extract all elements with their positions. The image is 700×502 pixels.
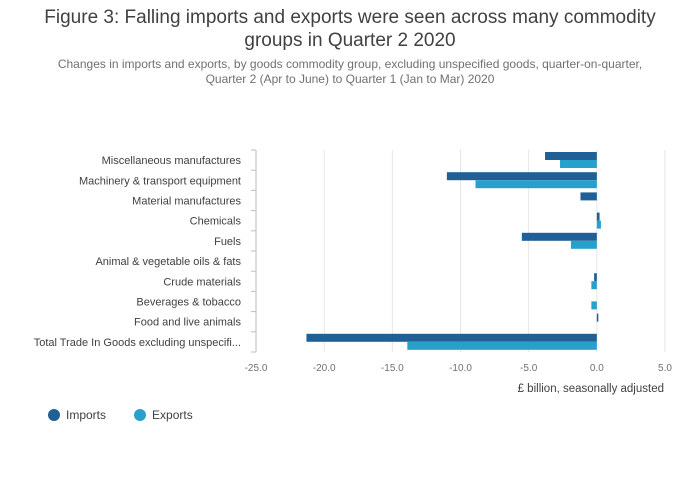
- title-line-2: groups in Quarter 2 2020: [244, 30, 456, 51]
- x-tick-label: -15.0: [381, 363, 404, 374]
- title-line-1: Figure 3: Falling imports and exports we…: [44, 7, 656, 28]
- gridlines: [251, 149, 666, 353]
- imports-bar[interactable]: [306, 333, 597, 342]
- imports-bar[interactable]: [545, 152, 597, 160]
- exports-bar[interactable]: [591, 301, 597, 310]
- legend-label-imports: Imports: [66, 408, 107, 422]
- x-tick-label: -5.0: [520, 363, 538, 374]
- x-tick-label: 0.0: [590, 363, 604, 374]
- imports-bar[interactable]: [521, 232, 597, 241]
- exports-bar[interactable]: [596, 220, 601, 229]
- imports-bar[interactable]: [446, 172, 597, 181]
- x-axis-title: £ billion, seasonally adjusted: [518, 383, 664, 395]
- x-tick-label: -25.0: [245, 363, 268, 374]
- category-label: Food and live animals: [134, 317, 242, 329]
- chart-subtitle: Changes in imports and exports, by goods…: [30, 57, 670, 87]
- category-label: Crude materials: [163, 276, 241, 288]
- imports-bar[interactable]: [596, 313, 599, 322]
- category-label: Beverages & tobacco: [136, 297, 241, 309]
- exports-bar[interactable]: [560, 160, 597, 168]
- imports-swatch-icon: [48, 409, 60, 421]
- subtitle-line-1: Changes in imports and exports, by goods…: [57, 57, 643, 71]
- exports-bar[interactable]: [591, 281, 597, 290]
- category-label: Total Trade In Goods excluding unspecifi…: [34, 337, 241, 349]
- exports-bar[interactable]: [475, 180, 597, 189]
- x-tick-label: -10.0: [449, 363, 472, 374]
- exports-swatch-icon: [134, 409, 147, 421]
- category-label: Machinery & transport equipment: [79, 175, 241, 187]
- imports-bar[interactable]: [594, 273, 597, 282]
- chart-title: Figure 3: Falling imports and exports we…: [20, 6, 680, 52]
- subtitle-line-2: Quarter 2 (Apr to June) to Quarter 1 (Ja…: [205, 72, 495, 86]
- category-label: Fuels: [214, 236, 241, 248]
- category-label: Chemicals: [190, 216, 242, 228]
- category-labels: Miscellaneous manufactures Machinery & tr…: [34, 155, 242, 349]
- legend-item-exports[interactable]: Exports: [134, 408, 193, 422]
- x-tick-label: 5.0: [658, 363, 672, 374]
- x-tick-label: -20.0: [313, 363, 336, 374]
- imports-bar[interactable]: [580, 192, 597, 201]
- tick-labels: -25.0 -20.0 -15.0 -10.0 -5.0 0.0 5.0: [245, 363, 673, 374]
- exports-bar[interactable]: [570, 240, 597, 249]
- bars: [306, 152, 601, 350]
- exports-bar[interactable]: [407, 341, 597, 350]
- category-label: Material manufactures: [132, 196, 241, 208]
- legend: Imports Exports: [48, 408, 193, 422]
- legend-item-imports[interactable]: Imports: [48, 408, 106, 422]
- category-label: Miscellaneous manufactures: [102, 155, 242, 167]
- imports-bar[interactable]: [596, 212, 600, 221]
- category-label: Animal & vegetable oils & fats: [95, 256, 241, 268]
- legend-label-exports: Exports: [152, 408, 193, 422]
